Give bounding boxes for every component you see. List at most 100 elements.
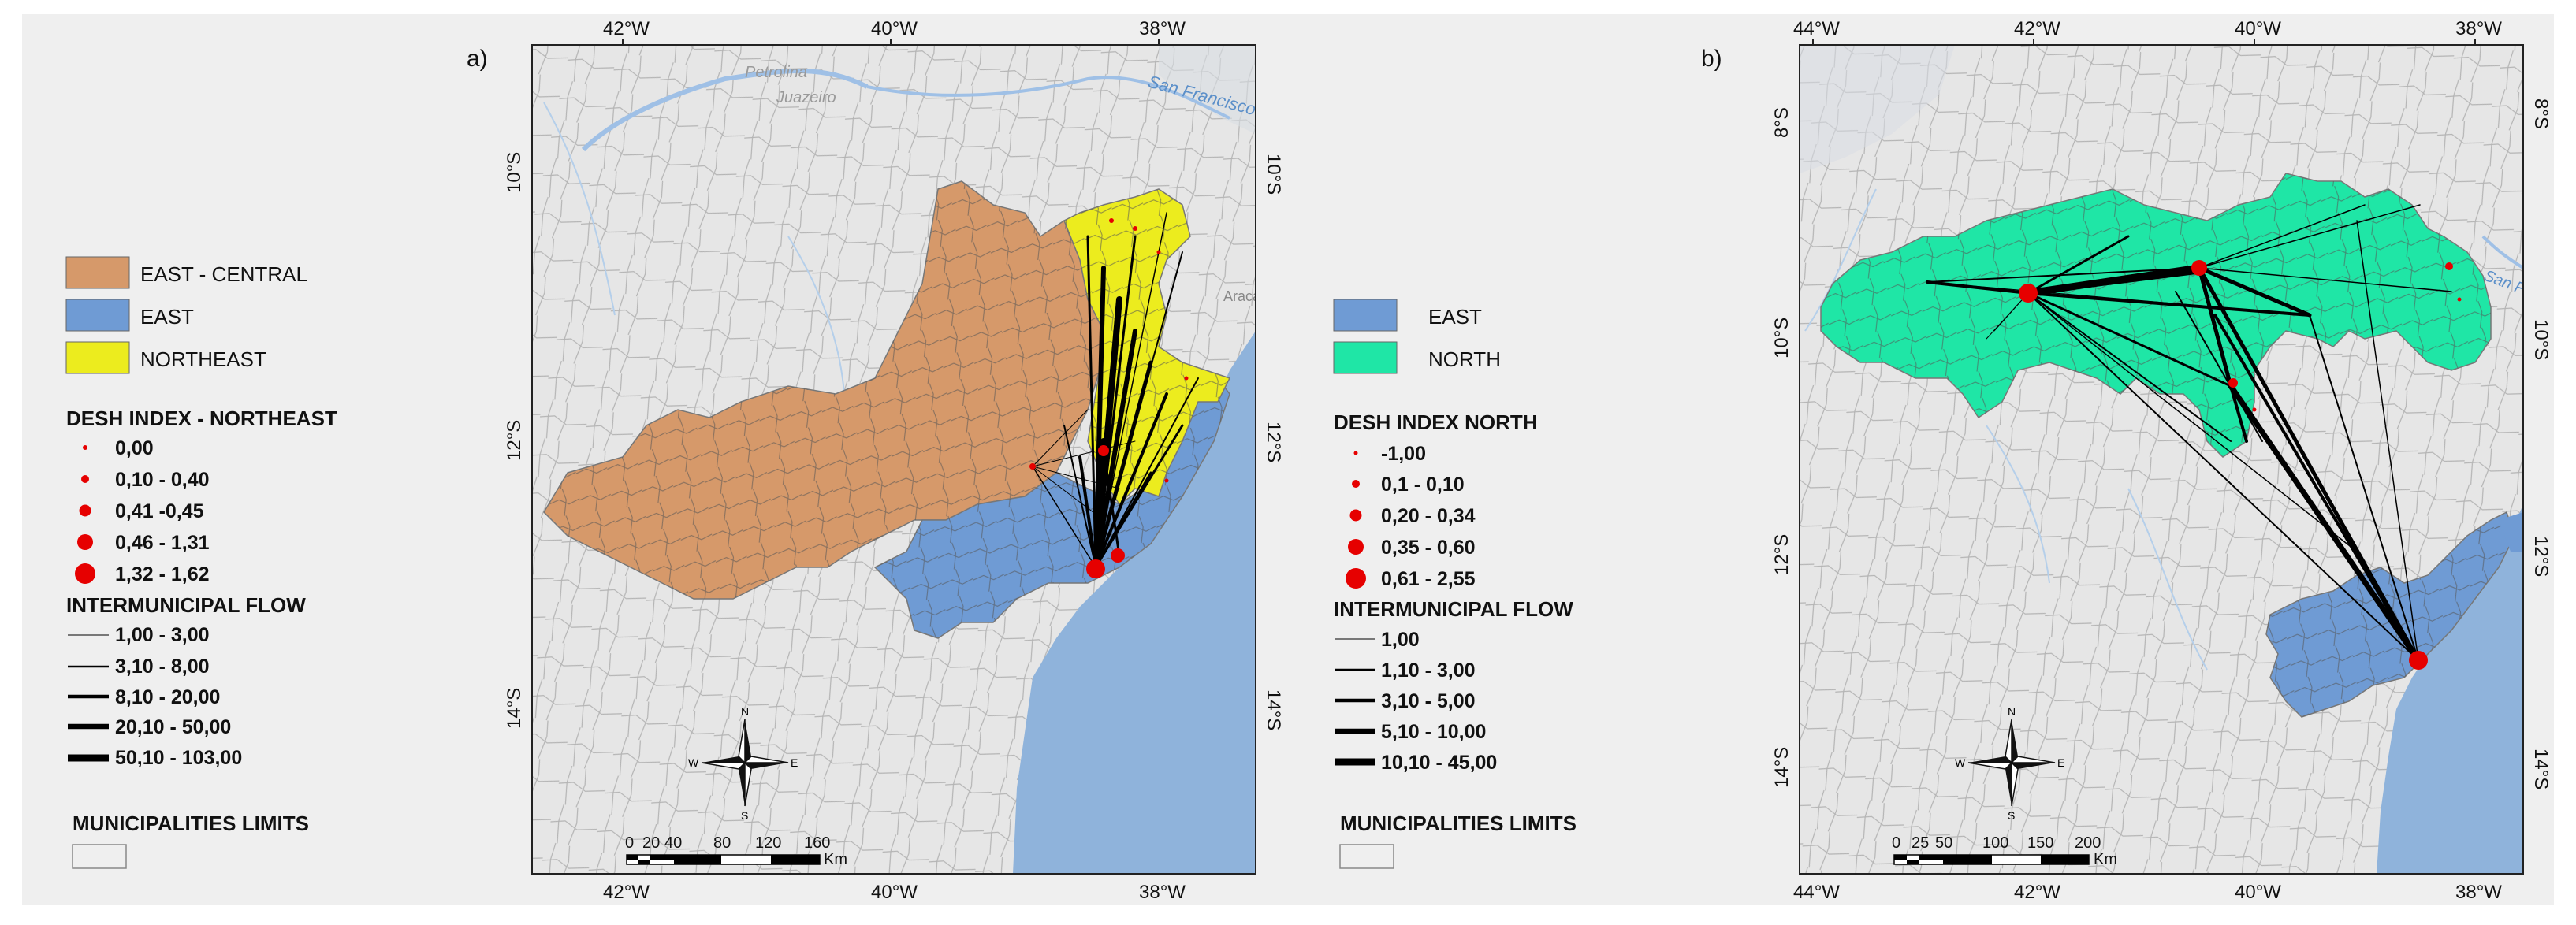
flow-line xyxy=(1032,440,1136,467)
flow-line xyxy=(1063,425,1096,568)
scale-label: 120 xyxy=(755,834,781,852)
tick-bottom: 38°W xyxy=(2455,882,2502,903)
legend-a-flow-class: 50,10 - 103,00 xyxy=(115,747,242,769)
legend-b-flow-class: 10,10 - 45,00 xyxy=(1381,752,1497,774)
map-b-flows xyxy=(1926,204,2452,663)
flow-line xyxy=(1032,466,1104,521)
legend-b-swatch-north xyxy=(1333,341,1398,374)
flow-line xyxy=(1094,392,1168,569)
tick-bottom: 44°W xyxy=(1793,882,1840,903)
legend-b-index-class: 0,35 - 0,60 xyxy=(1381,537,1476,559)
flow-line xyxy=(1032,409,1089,467)
legend-a-flow-class: 1,00 - 3,00 xyxy=(115,624,210,646)
map-a: Petrolina Juazeiro San Francisco Aracaju… xyxy=(532,45,1271,874)
map-b: San Francisco N S E W xyxy=(1800,45,2523,874)
tick-top: 40°W xyxy=(871,18,918,39)
legend-a-index-class: 0,00 xyxy=(115,437,154,459)
flow-line xyxy=(2356,220,2419,661)
scale-label: 40 xyxy=(664,834,682,852)
legend-a-index-class: 0,41 -0,45 xyxy=(115,500,204,522)
flow-line xyxy=(1086,235,1097,569)
tick-right: 10°S xyxy=(1263,154,1284,195)
map-b-ocean xyxy=(2377,504,2523,874)
tick-left: 10°S xyxy=(1771,318,1792,358)
tick-right: 12°S xyxy=(1263,422,1284,462)
legend-b-index-symbol xyxy=(1349,509,1362,522)
tick-bottom: 38°W xyxy=(1139,882,1186,903)
flow-line xyxy=(2027,292,2232,442)
index-node xyxy=(2457,297,2462,302)
map-a-nodes xyxy=(1029,218,1189,578)
tick-bottom: 40°W xyxy=(2235,882,2281,903)
tick-right: 14°S xyxy=(1263,689,1284,730)
legend-b: EAST NORTH DESH INDEX NORTH -1,00 0,1 - … xyxy=(1333,299,1576,869)
map-a-flows xyxy=(1032,212,1199,570)
legend-b-flow-class: 1,00 xyxy=(1381,629,1420,651)
legend-a-region-label: EAST - CENTRAL xyxy=(140,262,307,286)
flow-line xyxy=(2229,384,2248,443)
scale-label: 160 xyxy=(804,834,830,852)
flow-line xyxy=(2026,269,2202,295)
flow-line xyxy=(1094,235,1137,569)
map-a-ticks: 42°W 40°W 38°W 42°W 40°W 38°W 10°S 12°S … xyxy=(504,18,1284,903)
legend-a-index-symbol xyxy=(77,534,93,550)
panel-b: b) xyxy=(1701,18,2552,903)
legend-a-index-symbol xyxy=(83,445,87,450)
tick-left: 12°S xyxy=(504,420,525,461)
place-name: Aracaju xyxy=(1223,288,1271,304)
west-label: W xyxy=(1955,756,1966,769)
map-a-frame xyxy=(531,44,1256,875)
map-b-frame xyxy=(1799,44,2524,875)
flow-line xyxy=(1926,281,2310,316)
legend-b-index-symbol xyxy=(1352,480,1360,488)
map-a-river xyxy=(866,76,1230,120)
legend-a-flow-class: 3,10 - 8,00 xyxy=(115,656,210,678)
legend-a-limits-title: MUNICIPALITIES LIMITS xyxy=(73,812,309,835)
tick-bottom: 40°W xyxy=(871,882,918,903)
scale-label: 200 xyxy=(2075,834,2101,852)
legend-a-swatch-east xyxy=(65,299,130,332)
north-arrow-b: N S E W xyxy=(1955,705,2064,822)
tick-top: 38°W xyxy=(1139,18,1186,39)
map-b-shade xyxy=(1800,45,1955,173)
legend-b-index-symbol xyxy=(1346,568,1366,589)
index-node xyxy=(2019,284,2038,303)
tick-bottom: 42°W xyxy=(2014,882,2060,903)
scale-label: 150 xyxy=(2027,834,2053,852)
west-label: W xyxy=(688,756,699,769)
east-label: E xyxy=(2057,756,2064,769)
flow-line xyxy=(2198,267,2452,292)
legend-a-limits-swatch xyxy=(72,844,127,869)
flow-line xyxy=(1102,448,1121,557)
south-label: S xyxy=(2008,809,2015,822)
flow-line xyxy=(2175,291,2263,442)
panel-a: a) EAST - CENTRAL EAST NORTHEAST DESH IN… xyxy=(65,18,1284,903)
legend-b-region-label: NORTH xyxy=(1428,347,1501,371)
legend-b-index-class: 0,1 - 0,10 xyxy=(1381,474,1465,496)
place-name: Juazeiro xyxy=(776,89,836,106)
flow-line xyxy=(2197,266,2421,663)
index-node xyxy=(1184,376,1189,381)
scale-label: 20 xyxy=(642,834,660,852)
north-label: N xyxy=(741,705,749,718)
index-node xyxy=(2409,651,2428,670)
flow-line xyxy=(2198,204,2421,269)
legend-b-flow-class: 1,10 - 3,00 xyxy=(1381,659,1476,682)
scale-label: 50 xyxy=(1935,834,1952,852)
index-node xyxy=(1133,226,1137,231)
index-node xyxy=(1086,559,1105,578)
scale-label: 25 xyxy=(1912,834,1929,852)
index-node xyxy=(2228,378,2238,388)
scale-label: 0 xyxy=(1892,834,1900,852)
legend-a-index-class: 0,46 - 1,31 xyxy=(115,532,210,554)
tick-bottom: 42°W xyxy=(603,882,650,903)
legend-b-index-class: -1,00 xyxy=(1381,443,1426,465)
flow-line xyxy=(2198,266,2232,388)
flow-line xyxy=(2027,235,2130,295)
legend-a: EAST - CENTRAL EAST NORTHEAST DESH INDEX… xyxy=(65,256,337,869)
scale-label: 0 xyxy=(625,834,634,852)
legend-b-index-title: DESH INDEX NORTH xyxy=(1334,410,1538,434)
tick-top: 42°W xyxy=(603,18,650,39)
index-node xyxy=(1164,478,1169,483)
